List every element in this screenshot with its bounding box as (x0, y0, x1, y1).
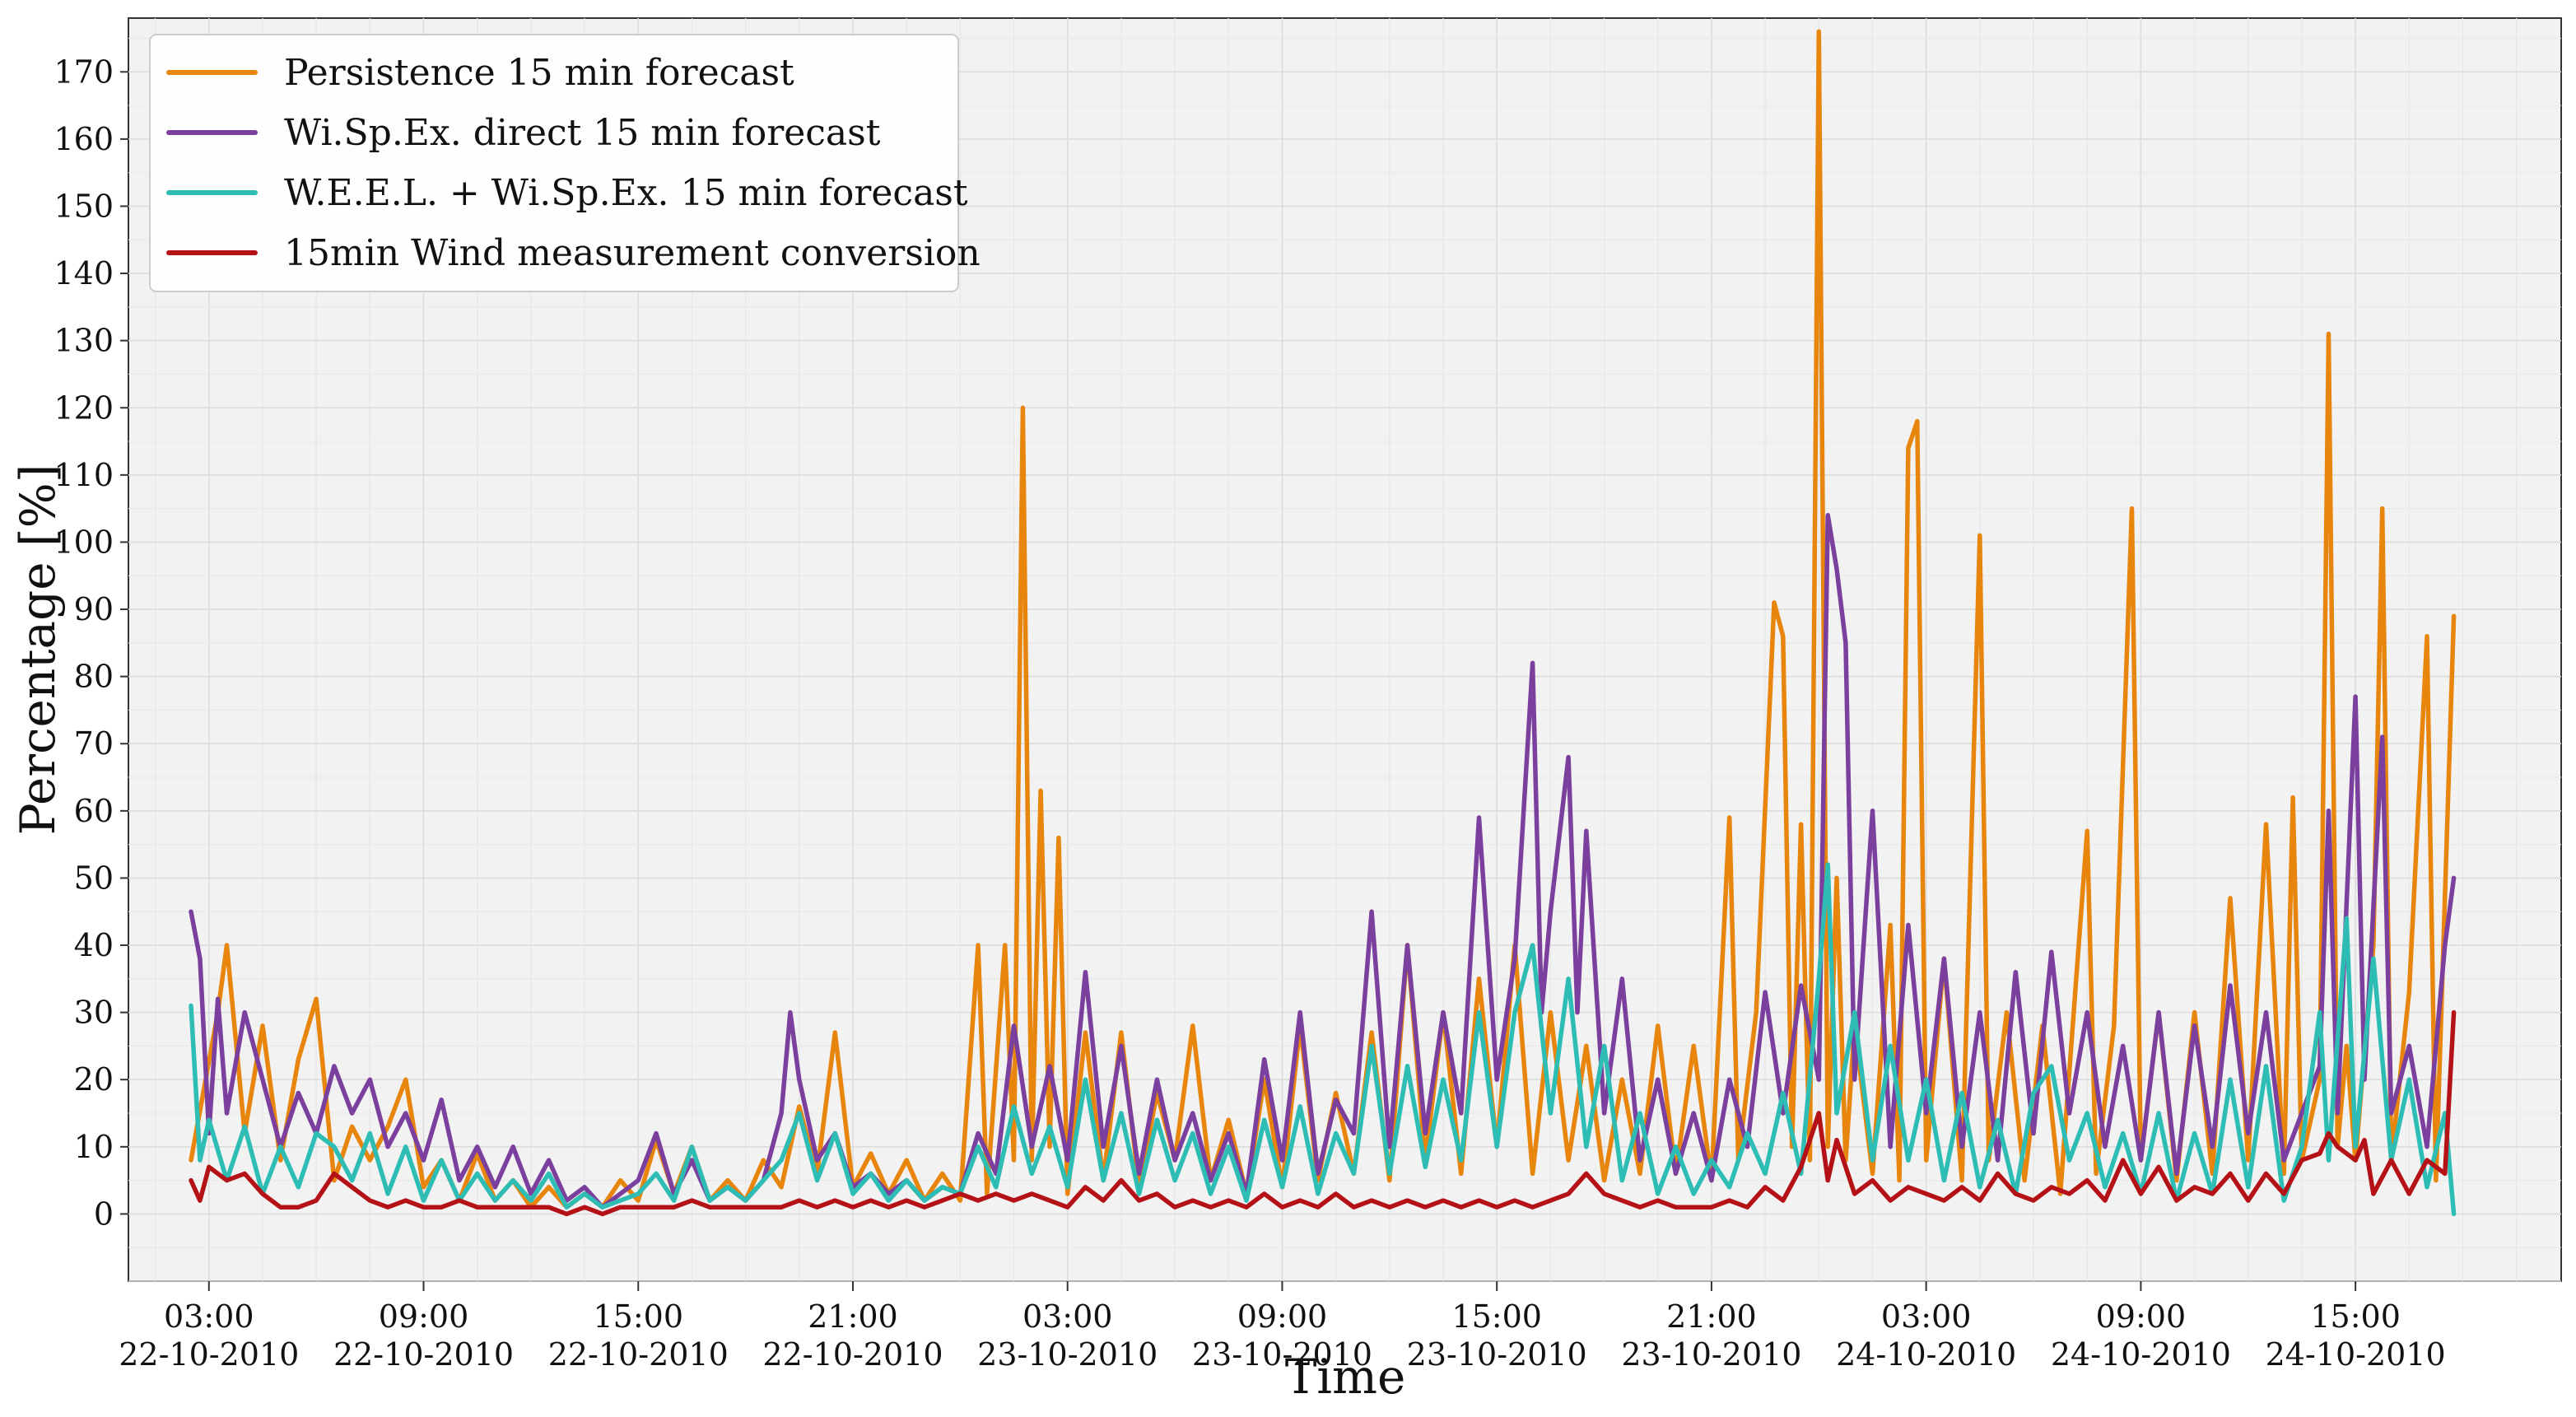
legend-label: 15min Wind measurement conversion (284, 232, 981, 274)
y-tick-label: 90 (74, 591, 114, 627)
x-tick-label-time: 09:00 (2096, 1298, 2187, 1335)
y-tick-label: 150 (54, 188, 114, 224)
series-lines (189, 29, 2457, 1217)
x-tick-label-date: 23-10-2010 (977, 1336, 1158, 1373)
legend-label: W.E.E.L. + Wi.Sp.Ex. 15 min forecast (284, 172, 968, 214)
y-tick-label: 140 (54, 255, 114, 291)
x-tick-label-time: 09:00 (379, 1298, 469, 1335)
x-tick-label-date: 22-10-2010 (119, 1336, 299, 1373)
y-tick-label: 130 (54, 323, 114, 359)
x-tick-label-date: 22-10-2010 (548, 1336, 729, 1373)
series-line-2 (189, 513, 2457, 1210)
x-tick-label-date: 22-10-2010 (762, 1336, 943, 1373)
series-line-4 (189, 1009, 2457, 1217)
x-tick-label-time: 03:00 (1022, 1298, 1113, 1335)
x-tick-label-time: 09:00 (1237, 1298, 1328, 1335)
y-tick-label: 30 (74, 995, 114, 1031)
y-tick-label: 100 (54, 524, 114, 560)
y-tick-label: 20 (74, 1061, 114, 1098)
x-tick-label-date: 23-10-2010 (1407, 1336, 1587, 1373)
legend: Persistence 15 min forecast Wi.Sp.Ex. dir… (149, 34, 981, 292)
x-tick-label-date: 23-10-2010 (1621, 1336, 1801, 1373)
y-tick-label: 170 (54, 54, 114, 90)
x-tick-label-time: 21:00 (808, 1298, 898, 1335)
legend-label: Wi.Sp.Ex. direct 15 min forecast (284, 112, 881, 154)
y-tick-label: 50 (74, 860, 114, 896)
y-tick-label: 70 (74, 725, 114, 762)
y-axis-title: Percentage [%] (10, 464, 66, 836)
y-tick-label: 0 (94, 1196, 114, 1232)
y-tick-label: 10 (74, 1129, 114, 1165)
y-tick-label: 160 (54, 121, 114, 157)
y-tick-label: 40 (74, 927, 114, 963)
x-tick-label-time: 15:00 (593, 1298, 683, 1335)
x-tick-label-date: 24-10-2010 (2051, 1336, 2231, 1373)
legend-box (149, 34, 959, 292)
y-tick-label: 80 (74, 659, 114, 695)
x-tick-label-time: 03:00 (164, 1298, 254, 1335)
x-tick-label-date: 22-10-2010 (333, 1336, 514, 1373)
x-tick-label-date: 24-10-2010 (1836, 1336, 2016, 1373)
x-tick-label-time: 03:00 (1881, 1298, 1972, 1335)
x-tick-label-time: 21:00 (1666, 1298, 1757, 1335)
legend-label: Persistence 15 min forecast (284, 52, 794, 94)
y-tick-label: 110 (54, 457, 114, 493)
x-tick-label-date: 23-10-2010 (1192, 1336, 1372, 1373)
x-tick-label-date: 24-10-2010 (2266, 1336, 2446, 1373)
x-axis-title: Time (1285, 1349, 1406, 1405)
x-tick-label-time: 15:00 (1451, 1298, 1542, 1335)
y-tick-label: 120 (54, 389, 114, 426)
y-tick-label: 60 (74, 793, 114, 829)
series-line-3 (189, 862, 2457, 1217)
x-tick-label-time: 15:00 (2310, 1298, 2401, 1335)
axis-ticks: 0 10 20 30 40 50 60 70 80 90 100 110 120 130 140 150 160… (54, 54, 2445, 1373)
